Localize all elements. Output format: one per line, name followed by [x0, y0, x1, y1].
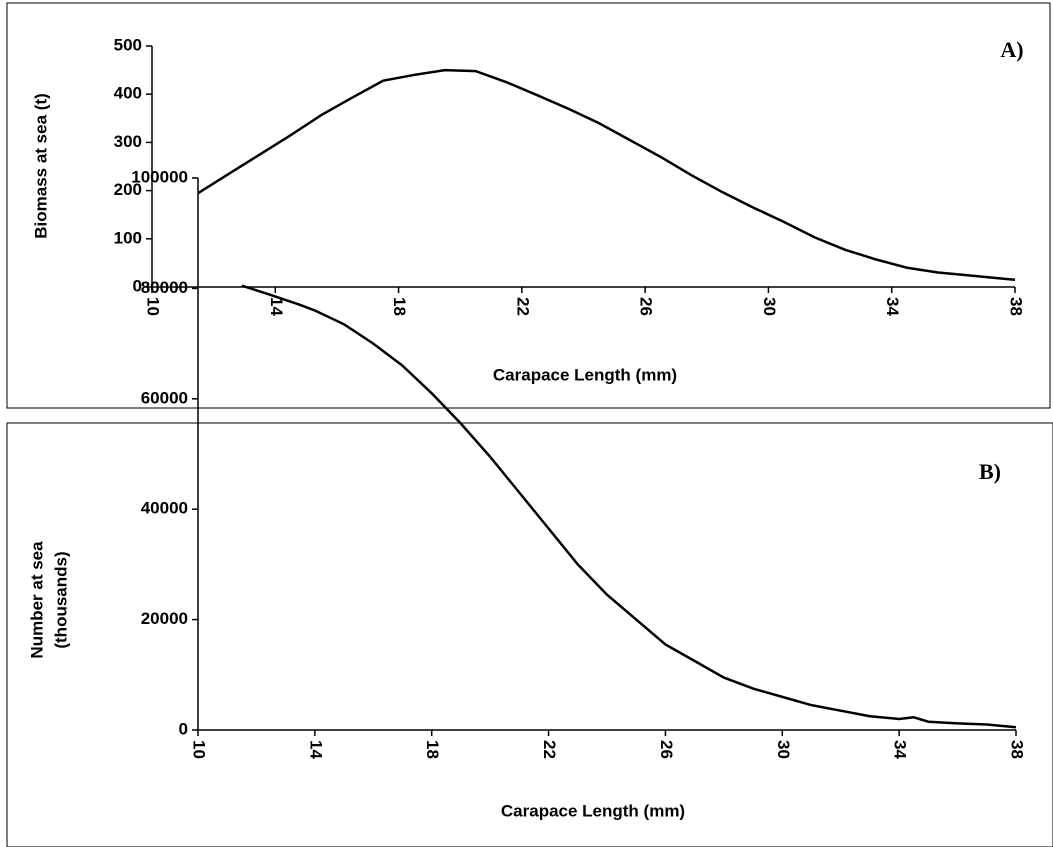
x-tick-label: 38: [1007, 297, 1026, 316]
x-tick-label: 10: [190, 740, 209, 759]
y-tick-label: 200: [114, 180, 142, 199]
y-tick-label: 60000: [141, 388, 188, 407]
y-tick-label: 20000: [141, 609, 188, 628]
x-tick-label: 14: [267, 297, 286, 316]
data-line: [197, 68, 1016, 282]
x-tick-label: 18: [423, 740, 442, 759]
y-axis-label: Number at sea: [27, 541, 46, 659]
y-tick-label: 100: [114, 228, 142, 247]
panel-annotation: B): [979, 459, 1001, 484]
x-tick-label: 14: [306, 740, 325, 759]
y-tick-label: 40000: [141, 499, 188, 518]
x-tick-label: 10: [144, 297, 163, 316]
panel-annotation: A): [1000, 37, 1023, 62]
x-tick-label: 30: [760, 297, 779, 316]
y-tick-label: 100000: [131, 167, 188, 186]
data-line: [241, 284, 1017, 729]
y-tick-label: 500: [114, 35, 142, 54]
x-tick-label: 38: [1008, 740, 1027, 759]
x-tick-label: 26: [657, 740, 676, 759]
x-tick-label: 30: [774, 740, 793, 759]
x-axis-label: Carapace Length (mm): [493, 365, 677, 384]
x-axis-label: Carapace Length (mm): [501, 801, 685, 820]
y-tick-label: 400: [114, 84, 142, 103]
y-tick-label: 300: [114, 132, 142, 151]
x-tick-label: 34: [891, 740, 910, 759]
panel-border: [6, 2, 1051, 409]
x-tick-label: 22: [513, 297, 532, 316]
y-tick-label: 0: [133, 276, 142, 295]
x-tick-label: 26: [637, 297, 656, 316]
y-tick-label: 80000: [141, 278, 188, 297]
panel-border: [6, 422, 1053, 847]
x-tick-label: 34: [883, 297, 902, 316]
y-axis-label: (thousands): [51, 551, 70, 648]
y-tick-label: 0: [179, 719, 188, 738]
x-tick-label: 22: [540, 740, 559, 759]
x-tick-label: 18: [390, 297, 409, 316]
y-axis-label: Biomass at sea (t): [31, 93, 50, 239]
